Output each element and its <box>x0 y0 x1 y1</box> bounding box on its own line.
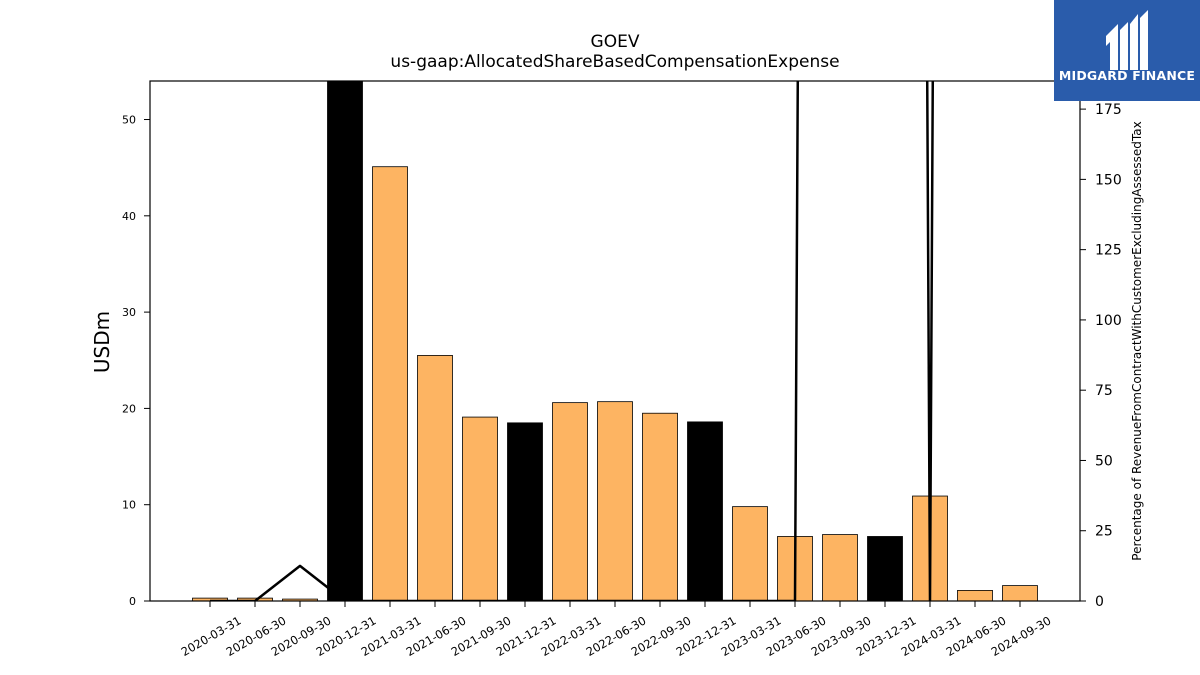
y-tick-label-left: 30 <box>122 306 136 319</box>
chart-subtitle: us-gaap:AllocatedShareBasedCompensationE… <box>390 52 840 72</box>
y-tick-label-right: 75 <box>1095 383 1113 399</box>
bar-2023-12-31 <box>867 536 903 601</box>
y-tick-label-right: 175 <box>1095 102 1122 118</box>
y-axis-label-right: Percentage of RevenueFromContractWithCus… <box>1130 121 1144 561</box>
logo-text: MIDGARD FINANCE <box>1058 68 1196 83</box>
y-tick-label-left: 0 <box>129 595 136 608</box>
y-tick-label-right: 50 <box>1095 453 1113 469</box>
bar-2024-06-30 <box>957 590 993 601</box>
bar-2022-09-30 <box>642 412 678 601</box>
y-axis-label-left: USDm <box>90 310 114 374</box>
bar-2022-06-30 <box>597 401 633 601</box>
chart-title: GOEV <box>590 32 640 52</box>
y-tick-label-left: 20 <box>122 402 136 415</box>
bar-series <box>192 81 1038 601</box>
bar-2023-03-31 <box>732 506 768 601</box>
bar-2021-09-30 <box>462 416 498 601</box>
bar-2022-03-31 <box>552 402 588 601</box>
bar-2021-03-31 <box>372 166 408 601</box>
bar-2020-12-31 <box>327 81 363 601</box>
y-tick-label-left: 10 <box>122 499 136 512</box>
y-tick-label-right: 125 <box>1095 243 1122 259</box>
bar-2020-09-30 <box>282 598 318 601</box>
y-tick-label-right: 0 <box>1095 594 1104 610</box>
y-tick-label-right: 100 <box>1095 313 1122 329</box>
y-tick-label-right: 25 <box>1095 524 1113 540</box>
y-tick-label-left: 50 <box>122 114 136 127</box>
y-tick-label-right: 150 <box>1095 172 1122 188</box>
logo-mark-icon <box>1106 10 1148 70</box>
bar-2021-06-30 <box>417 355 453 601</box>
bar-2022-12-31 <box>687 421 723 601</box>
y-tick-label-left: 40 <box>122 210 136 223</box>
bar-2023-09-30 <box>822 534 858 601</box>
bar-2021-12-31 <box>507 422 543 601</box>
brand-logo: MIDGARD FINANCE <box>1054 0 1200 101</box>
bar-2024-09-30 <box>1002 585 1038 601</box>
